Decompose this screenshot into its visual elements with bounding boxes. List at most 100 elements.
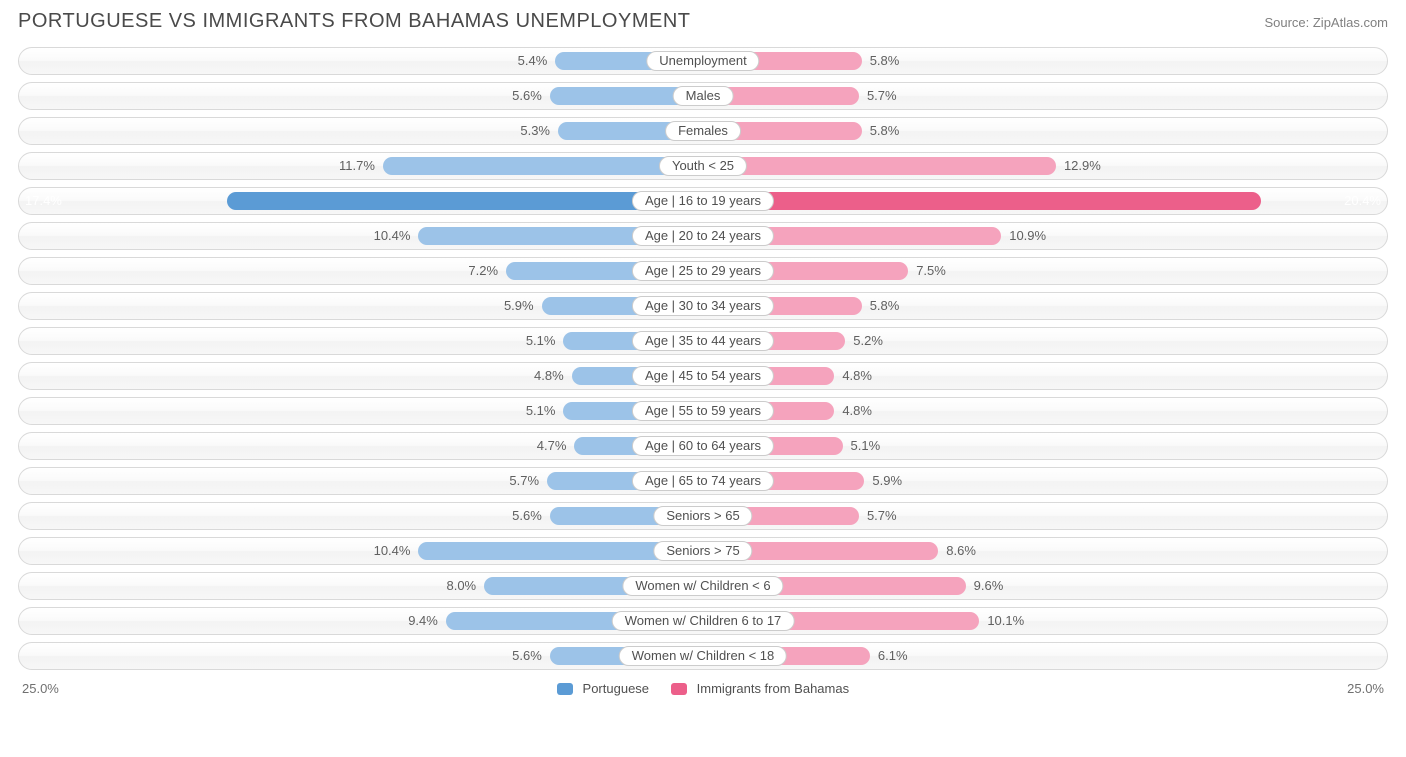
value-left: 5.9% (504, 297, 534, 315)
category-label: Youth < 25 (659, 156, 747, 176)
bar-half-right: 5.8% (703, 293, 1387, 319)
bar-half-right: 5.7% (703, 83, 1387, 109)
value-left: 11.7% (339, 157, 375, 175)
value-left: 5.6% (512, 647, 542, 665)
bar-half-left: 5.9% (19, 293, 703, 319)
category-label: Age | 20 to 24 years (632, 226, 774, 246)
bar-half-left: 4.8% (19, 363, 703, 389)
legend-item-left: Portuguese (557, 681, 649, 696)
chart-row: 11.7% 12.9%Youth < 25 (18, 152, 1388, 180)
legend-label-right: Immigrants from Bahamas (697, 681, 849, 696)
bar-half-left: 5.6% (19, 643, 703, 669)
chart-row: 5.6% 6.1% Women w/ Children < 18 (18, 642, 1388, 670)
chart-row: 5.1% 4.8% Age | 55 to 59 years (18, 397, 1388, 425)
bar-half-right: 4.8% (703, 398, 1387, 424)
bar-half-right: 4.8% (703, 363, 1387, 389)
value-right: 9.6% (974, 577, 1004, 595)
category-label: Females (665, 121, 741, 141)
bar-half-right: 12.9% (703, 153, 1387, 179)
legend-label-left: Portuguese (583, 681, 650, 696)
value-right: 5.8% (870, 297, 900, 315)
chart-row: 5.9%5.8%Age | 30 to 34 years (18, 292, 1388, 320)
axis-max-left: 25.0% (22, 681, 59, 696)
category-label: Age | 45 to 54 years (632, 366, 774, 386)
value-left: 5.1% (526, 402, 556, 420)
chart-header: PORTUGUESE VS IMMIGRANTS FROM BAHAMAS UN… (18, 10, 1388, 33)
value-right: 4.8% (842, 402, 872, 420)
chart-row: 5.1% 5.2% Age | 35 to 44 years (18, 327, 1388, 355)
category-label: Age | 35 to 44 years (632, 331, 774, 351)
bar-half-right: 5.1% (703, 433, 1387, 459)
bar-half-left: 5.6% (19, 83, 703, 109)
bar-half-left: 7.2% (19, 258, 703, 284)
value-right: 6.1% (878, 647, 908, 665)
bar-half-right: 10.9% (703, 223, 1387, 249)
value-left: 5.4% (518, 52, 548, 70)
category-label: Women w/ Children < 6 (622, 576, 783, 596)
value-right: 20.4% (1344, 192, 1381, 210)
category-label: Women w/ Children 6 to 17 (612, 611, 795, 631)
value-right: 5.9% (872, 472, 902, 490)
bar-half-right: 20.4% (703, 188, 1387, 214)
chart-row: 8.0% 9.6% Women w/ Children < 6 (18, 572, 1388, 600)
chart-row: 17.4% 20.4% Age | 16 to 19 years (18, 187, 1388, 215)
value-left: 7.2% (468, 262, 498, 280)
category-label: Unemployment (646, 51, 759, 71)
chart-row: 4.7% 5.1% Age | 60 to 64 years (18, 432, 1388, 460)
value-left: 5.1% (526, 332, 556, 350)
category-label: Age | 55 to 59 years (632, 401, 774, 421)
bar-half-right: 6.1% (703, 643, 1387, 669)
value-left: 8.0% (446, 577, 476, 595)
chart-title: PORTUGUESE VS IMMIGRANTS FROM BAHAMAS UN… (18, 10, 690, 33)
chart-footer: 25.0% Portuguese Immigrants from Bahamas… (18, 677, 1388, 699)
bar-left (383, 157, 703, 175)
category-label: Age | 60 to 64 years (632, 436, 774, 456)
bar-half-right: 5.8% (703, 48, 1387, 74)
value-right: 4.8% (842, 367, 872, 385)
bar-half-right: 5.7% (703, 503, 1387, 529)
category-label: Seniors > 65 (653, 506, 752, 526)
value-left: 5.6% (512, 87, 542, 105)
category-label: Age | 65 to 74 years (632, 471, 774, 491)
legend: Portuguese Immigrants from Bahamas (557, 681, 849, 696)
chart-row: 5.6% 5.7%Seniors > 65 (18, 502, 1388, 530)
value-right: 5.1% (851, 437, 881, 455)
value-right: 5.8% (870, 52, 900, 70)
category-label: Women w/ Children < 18 (619, 646, 787, 666)
bar-half-right: 8.6% (703, 538, 1387, 564)
bar-half-left: 5.4% (19, 48, 703, 74)
value-right: 10.1% (987, 612, 1024, 630)
chart-row: 5.3%5.8%Females (18, 117, 1388, 145)
value-right: 7.5% (916, 262, 946, 280)
bar-half-left: 10.4% (19, 538, 703, 564)
category-label: Seniors > 75 (653, 541, 752, 561)
bar-half-right: 5.8% (703, 118, 1387, 144)
axis-max-right: 25.0% (1347, 681, 1384, 696)
bar-half-right: 5.2% (703, 328, 1387, 354)
bar-half-left: 4.7% (19, 433, 703, 459)
chart-row: 4.8% 4.8% Age | 45 to 54 years (18, 362, 1388, 390)
bar-half-left: 8.0% (19, 573, 703, 599)
bar-right (703, 192, 1261, 210)
bar-half-left: 5.3% (19, 118, 703, 144)
chart-row: 9.4%10.1%Women w/ Children 6 to 17 (18, 607, 1388, 635)
legend-swatch-left (557, 683, 573, 695)
bar-half-left: 5.7% (19, 468, 703, 494)
value-left: 17.4% (25, 192, 62, 210)
bar-half-left: 5.1% (19, 398, 703, 424)
chart-source: Source: ZipAtlas.com (1264, 15, 1388, 30)
category-label: Males (673, 86, 734, 106)
value-left: 10.4% (374, 542, 411, 560)
category-label: Age | 25 to 29 years (632, 261, 774, 281)
chart-row: 5.4% 5.8% Unemployment (18, 47, 1388, 75)
value-right: 10.9% (1009, 227, 1046, 245)
bar-half-left: 17.4% (19, 188, 703, 214)
bar-half-right: 7.5% (703, 258, 1387, 284)
value-left: 5.7% (509, 472, 539, 490)
legend-item-right: Immigrants from Bahamas (671, 681, 849, 696)
value-right: 5.2% (853, 332, 883, 350)
value-left: 4.8% (534, 367, 564, 385)
value-left: 5.6% (512, 507, 542, 525)
diverging-bar-chart: 5.4%5.8%Unemployment5.6%5.7%Males5.3%5.8… (18, 47, 1388, 670)
category-label: Age | 16 to 19 years (632, 191, 774, 211)
